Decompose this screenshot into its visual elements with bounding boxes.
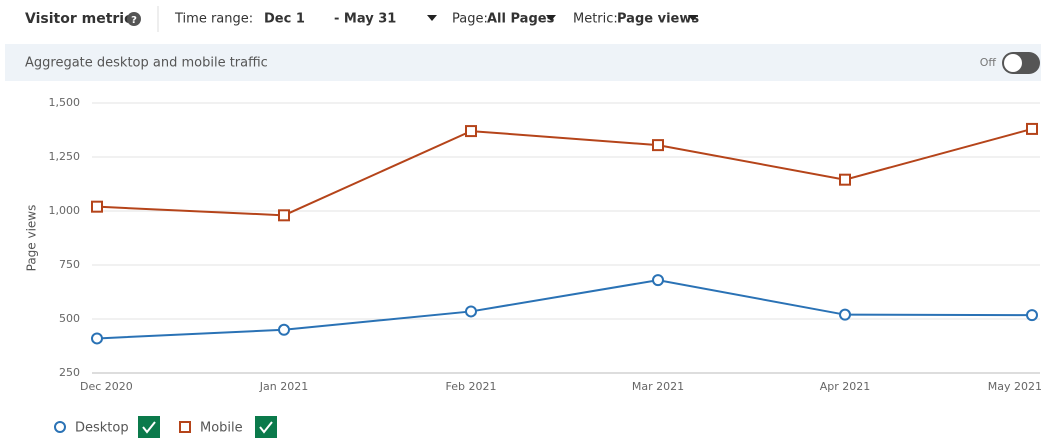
banner [5,44,1041,81]
x-tick-label: May 2021 [988,380,1042,393]
y-tick-label: 1,000 [49,204,81,217]
checkmark [142,421,156,434]
checkmark [259,421,273,434]
legend-label: Desktop [75,421,129,436]
data-point [1026,309,1038,322]
y-tick-label: 750 [59,258,80,271]
data-point [465,125,477,138]
data-point [652,139,664,152]
y-axis-label: Page views [25,205,39,272]
x-tick-label: Dec 2020 [80,380,133,393]
legend-checkbox[interactable] [255,416,277,438]
series-line [96,279,1033,340]
data-point [91,200,103,213]
toggle-knob [1004,54,1022,72]
dropdown-arrow[interactable] [688,15,698,21]
legend-checkbox[interactable] [138,416,160,438]
x-tick-label: Mar 2021 [632,380,684,393]
x-tick-label: Jan 2021 [259,380,308,393]
data-point [652,274,664,287]
series-line [96,127,1033,217]
toggle-label: Off [980,56,997,69]
page-value[interactable]: All Pages [487,12,555,27]
help-glyph: ? [131,15,137,26]
y-tick-label: 1,250 [49,150,81,163]
data-point [465,305,477,318]
title: Visitor metrics [25,11,141,27]
start-date[interactable]: Dec 1 [264,12,305,27]
data-point [839,173,851,186]
legend-marker [179,421,191,433]
data-point [91,332,103,345]
data-point [278,323,290,336]
page-label: Page: [452,12,488,27]
x-tick-label: Feb 2021 [446,380,497,393]
x-tick-label: Apr 2021 [820,380,871,393]
y-tick-label: 1,500 [49,96,81,109]
data-point [1026,122,1038,135]
metric-label: Metric: [573,12,618,27]
y-tick-label: 250 [59,366,80,379]
dropdown-arrow[interactable] [427,15,437,21]
dropdown-arrow[interactable] [546,15,556,21]
end-date[interactable]: - May 31 [334,12,396,27]
y-tick-label: 500 [59,312,80,325]
legend-label: Mobile [200,421,243,436]
data-point [278,209,290,222]
help-icon[interactable] [127,12,141,26]
data-point [839,308,851,321]
legend-marker [54,421,66,433]
banner-text: Aggregate desktop and mobile traffic [25,56,268,71]
time-label: Time range: [174,12,253,27]
metric-value[interactable]: Page views [617,12,699,27]
